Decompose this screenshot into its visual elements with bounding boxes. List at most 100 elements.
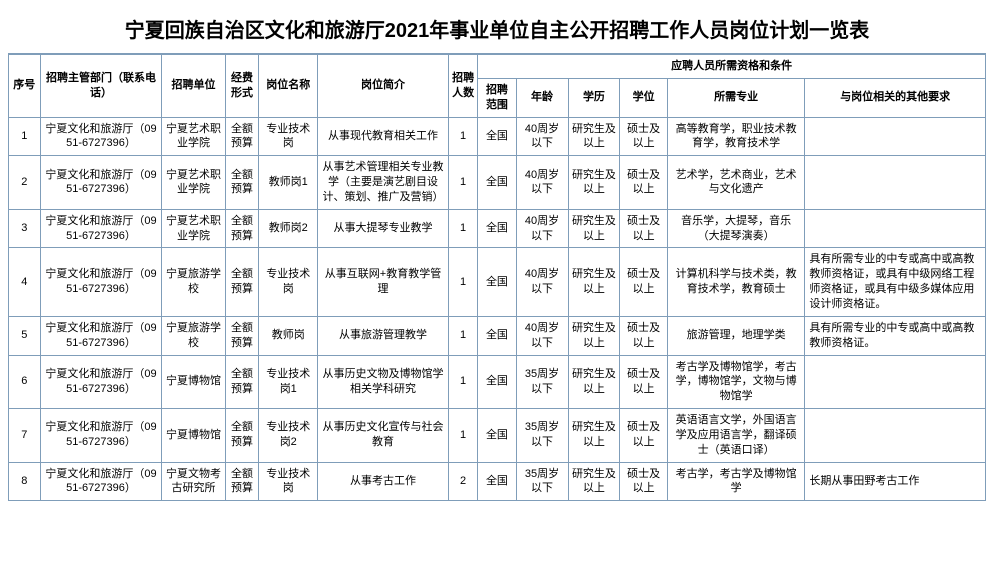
cell-major: 考古学，考古学及博物馆学 xyxy=(667,462,805,501)
cell-fund: 全额预算 xyxy=(225,462,259,501)
cell-other xyxy=(805,209,986,248)
page-title: 宁夏回族自治区文化和旅游厅2021年事业单位自主公开招聘工作人员岗位计划一览表 xyxy=(8,8,986,54)
th-fund: 经费形式 xyxy=(225,55,259,118)
cell-seq: 6 xyxy=(9,355,41,409)
cell-brief: 从事艺术管理相关专业教学（主要是演艺剧目设计、策划、推广及营销） xyxy=(318,156,449,210)
cell-age: 35周岁以下 xyxy=(516,462,568,501)
cell-unit: 宁夏艺术职业学院 xyxy=(162,117,225,156)
table-row: 6宁夏文化和旅游厅（0951-6727396）宁夏博物馆全额预算专业技术岗1从事… xyxy=(9,355,986,409)
cell-seq: 2 xyxy=(9,156,41,210)
cell-age: 40周岁以下 xyxy=(516,209,568,248)
table-row: 4宁夏文化和旅游厅（0951-6727396）宁夏旅游学校全额预算专业技术岗从事… xyxy=(9,248,986,316)
cell-age: 35周岁以下 xyxy=(516,355,568,409)
th-other: 与岗位相关的其他要求 xyxy=(805,78,986,117)
th-major: 所需专业 xyxy=(667,78,805,117)
cell-unit: 宁夏艺术职业学院 xyxy=(162,156,225,210)
cell-unit: 宁夏博物馆 xyxy=(162,409,225,463)
cell-other xyxy=(805,117,986,156)
cell-deg: 硕士及以上 xyxy=(620,462,667,501)
cell-pos: 教师岗1 xyxy=(259,156,318,210)
cell-major: 高等教育学，职业技术教育学，教育技术学 xyxy=(667,117,805,156)
cell-major: 旅游管理，地理学类 xyxy=(667,316,805,355)
cell-edu: 研究生及以上 xyxy=(568,316,620,355)
cell-seq: 7 xyxy=(9,409,41,463)
cell-brief: 从事互联网+教育教学管理 xyxy=(318,248,449,316)
th-pos: 岗位名称 xyxy=(259,55,318,118)
cell-dept: 宁夏文化和旅游厅（0951-6727396） xyxy=(40,248,162,316)
cell-seq: 5 xyxy=(9,316,41,355)
cell-brief: 从事考古工作 xyxy=(318,462,449,501)
cell-pos: 专业技术岗 xyxy=(259,462,318,501)
cell-age: 40周岁以下 xyxy=(516,117,568,156)
th-scope: 招聘范围 xyxy=(478,78,516,117)
table-row: 1宁夏文化和旅游厅（0951-6727396）宁夏艺术职业学院全额预算专业技术岗… xyxy=(9,117,986,156)
table-header: 序号 招聘主管部门（联系电话） 招聘单位 经费形式 岗位名称 岗位简介 招聘人数… xyxy=(9,55,986,118)
cell-brief: 从事现代教育相关工作 xyxy=(318,117,449,156)
cell-edu: 研究生及以上 xyxy=(568,248,620,316)
cell-major: 音乐学，大提琴，音乐（大提琴演奏） xyxy=(667,209,805,248)
cell-fund: 全额预算 xyxy=(225,117,259,156)
th-cnt: 招聘人数 xyxy=(448,55,477,118)
cell-deg: 硕士及以上 xyxy=(620,156,667,210)
table-body: 1宁夏文化和旅游厅（0951-6727396）宁夏艺术职业学院全额预算专业技术岗… xyxy=(9,117,986,501)
cell-dept: 宁夏文化和旅游厅（0951-6727396） xyxy=(40,355,162,409)
cell-seq: 1 xyxy=(9,117,41,156)
cell-scope: 全国 xyxy=(478,156,516,210)
cell-dept: 宁夏文化和旅游厅（0951-6727396） xyxy=(40,462,162,501)
cell-deg: 硕士及以上 xyxy=(620,355,667,409)
cell-scope: 全国 xyxy=(478,355,516,409)
cell-pos: 专业技术岗 xyxy=(259,117,318,156)
cell-edu: 研究生及以上 xyxy=(568,156,620,210)
cell-fund: 全额预算 xyxy=(225,316,259,355)
cell-deg: 硕士及以上 xyxy=(620,209,667,248)
cell-other: 具有所需专业的中专或高中或高教教师资格证。 xyxy=(805,316,986,355)
cell-cnt: 2 xyxy=(448,462,477,501)
th-edu: 学历 xyxy=(568,78,620,117)
cell-age: 40周岁以下 xyxy=(516,316,568,355)
th-seq: 序号 xyxy=(9,55,41,118)
cell-fund: 全额预算 xyxy=(225,209,259,248)
th-unit: 招聘单位 xyxy=(162,55,225,118)
cell-dept: 宁夏文化和旅游厅（0951-6727396） xyxy=(40,117,162,156)
cell-other: 具有所需专业的中专或高中或高教教师资格证，或具有中级网络工程师资格证，或具有中级… xyxy=(805,248,986,316)
cell-scope: 全国 xyxy=(478,316,516,355)
cell-edu: 研究生及以上 xyxy=(568,117,620,156)
cell-cnt: 1 xyxy=(448,316,477,355)
cell-other xyxy=(805,409,986,463)
cell-cnt: 1 xyxy=(448,355,477,409)
cell-brief: 从事大提琴专业教学 xyxy=(318,209,449,248)
cell-scope: 全国 xyxy=(478,117,516,156)
table-row: 2宁夏文化和旅游厅（0951-6727396）宁夏艺术职业学院全额预算教师岗1从… xyxy=(9,156,986,210)
cell-brief: 从事旅游管理教学 xyxy=(318,316,449,355)
recruitment-table: 序号 招聘主管部门（联系电话） 招聘单位 经费形式 岗位名称 岗位简介 招聘人数… xyxy=(8,54,986,501)
cell-pos: 专业技术岗 xyxy=(259,248,318,316)
cell-fund: 全额预算 xyxy=(225,156,259,210)
cell-seq: 8 xyxy=(9,462,41,501)
cell-scope: 全国 xyxy=(478,209,516,248)
cell-scope: 全国 xyxy=(478,409,516,463)
cell-fund: 全额预算 xyxy=(225,248,259,316)
cell-dept: 宁夏文化和旅游厅（0951-6727396） xyxy=(40,316,162,355)
cell-cnt: 1 xyxy=(448,156,477,210)
cell-unit: 宁夏博物馆 xyxy=(162,355,225,409)
cell-other: 长期从事田野考古工作 xyxy=(805,462,986,501)
cell-edu: 研究生及以上 xyxy=(568,355,620,409)
cell-major: 计算机科学与技术类，教育技术学，教育硕士 xyxy=(667,248,805,316)
cell-cnt: 1 xyxy=(448,409,477,463)
cell-deg: 硕士及以上 xyxy=(620,409,667,463)
cell-fund: 全额预算 xyxy=(225,409,259,463)
cell-pos: 教师岗2 xyxy=(259,209,318,248)
cell-deg: 硕士及以上 xyxy=(620,316,667,355)
cell-dept: 宁夏文化和旅游厅（0951-6727396） xyxy=(40,409,162,463)
th-qual-group: 应聘人员所需资格和条件 xyxy=(478,55,986,79)
cell-age: 40周岁以下 xyxy=(516,156,568,210)
cell-unit: 宁夏旅游学校 xyxy=(162,316,225,355)
table-row: 5宁夏文化和旅游厅（0951-6727396）宁夏旅游学校全额预算教师岗从事旅游… xyxy=(9,316,986,355)
cell-cnt: 1 xyxy=(448,117,477,156)
th-deg: 学位 xyxy=(620,78,667,117)
cell-dept: 宁夏文化和旅游厅（0951-6727396） xyxy=(40,156,162,210)
cell-edu: 研究生及以上 xyxy=(568,462,620,501)
cell-fund: 全额预算 xyxy=(225,355,259,409)
cell-deg: 硕士及以上 xyxy=(620,248,667,316)
th-brief: 岗位简介 xyxy=(318,55,449,118)
